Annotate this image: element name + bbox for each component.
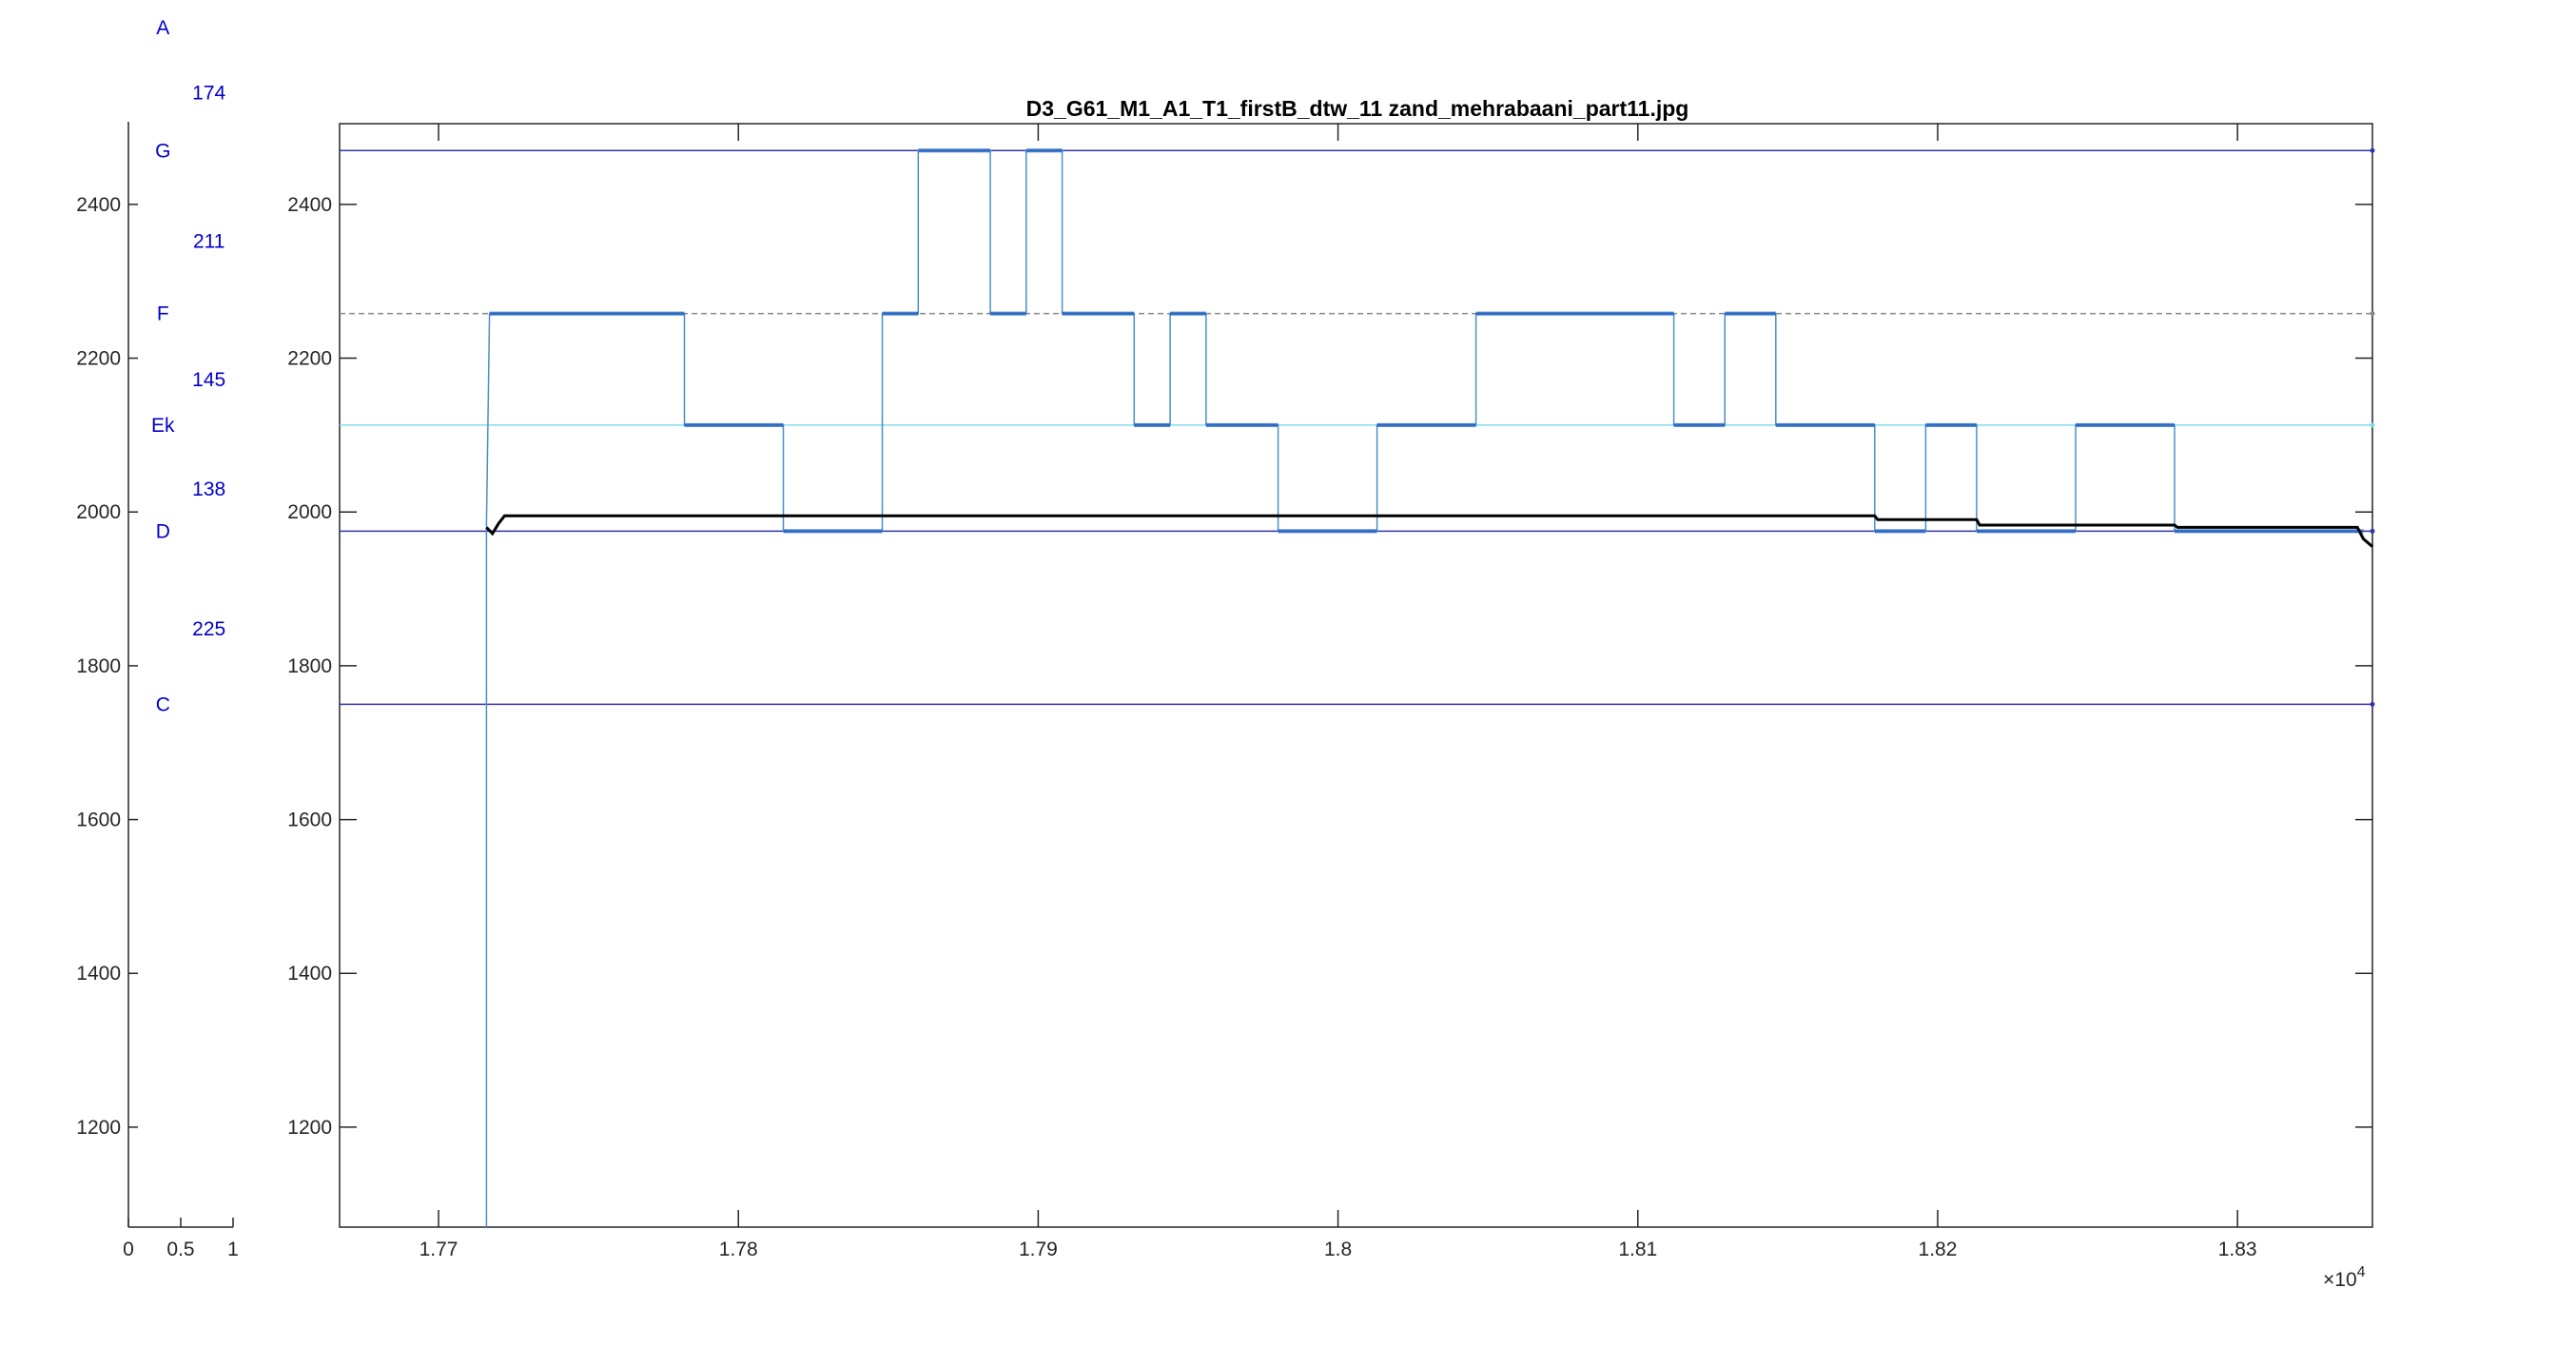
pitch-step-line bbox=[485, 149, 2364, 1227]
left-x-tick-label: 0.5 bbox=[166, 1239, 194, 1260]
main-x-tick-label: 1.82 bbox=[1919, 1239, 1958, 1260]
main-x-tick-label: 1.79 bbox=[1019, 1239, 1058, 1260]
interval-label: 138 bbox=[192, 478, 225, 500]
left-x-tick-label: 1 bbox=[227, 1239, 239, 1260]
main-x-ticks: 1.77 1.78 1.79 1.8 1.81 1.82 1.83 bbox=[420, 124, 2257, 1260]
main-y-tick-label: 1200 bbox=[287, 1117, 332, 1139]
main-x-tick-label: 1.78 bbox=[719, 1239, 758, 1260]
x-exponent-label: ×104 bbox=[2323, 1264, 2366, 1291]
left-y-tick-label: 2200 bbox=[76, 348, 121, 370]
left-y-tick-label: 2000 bbox=[76, 501, 121, 523]
left-y-tick-label: 2400 bbox=[76, 194, 121, 216]
reference-line-end-marker bbox=[2370, 528, 2375, 534]
reference-line-end-marker bbox=[2370, 311, 2375, 317]
left-x-tick-label: 0 bbox=[123, 1239, 134, 1260]
interval-label: 174 bbox=[192, 83, 225, 105]
note-label: C bbox=[156, 693, 170, 715]
main-y-tick-label: 2000 bbox=[287, 501, 332, 523]
pitch-track-axes: D3_G61_M1_A1_T1_firstB_dtw_11 zand_mehra… bbox=[287, 96, 2375, 1291]
reference-line-end-marker bbox=[2370, 147, 2375, 153]
reference-line-end-marker bbox=[2370, 422, 2375, 428]
left-y-tick-label: 1200 bbox=[76, 1117, 121, 1139]
x-exponent-power: 4 bbox=[2357, 1264, 2366, 1280]
interval-labels: 174 211 145 138 225 bbox=[192, 83, 225, 640]
main-x-tick-label: 1.77 bbox=[420, 1239, 459, 1260]
main-y-tick-label: 1400 bbox=[287, 963, 332, 985]
note-label: D bbox=[156, 520, 170, 542]
main-y-tick-label: 1600 bbox=[287, 810, 332, 831]
main-x-tick-label: 1.83 bbox=[2218, 1239, 2257, 1260]
interval-label: 145 bbox=[192, 369, 225, 391]
plot-area-box bbox=[339, 123, 2373, 1228]
pitch-track-line bbox=[485, 514, 2373, 548]
interval-label: 225 bbox=[192, 618, 225, 640]
note-label: A bbox=[156, 17, 169, 39]
main-y-tick-label: 2200 bbox=[287, 348, 332, 370]
main-x-tick-label: 1.8 bbox=[1324, 1239, 1352, 1260]
left-x-ticks: 0 0.5 1 bbox=[123, 1218, 239, 1260]
note-label: Ek bbox=[151, 415, 175, 437]
left-y-tick-label: 1600 bbox=[76, 810, 121, 831]
main-y-tick-label: 1800 bbox=[287, 655, 332, 677]
main-x-tick-label: 1.81 bbox=[1618, 1239, 1657, 1260]
note-label: F bbox=[157, 303, 169, 325]
chart-title: D3_G61_M1_A1_T1_firstB_dtw_11 zand_mehra… bbox=[1026, 96, 1689, 121]
left-y-tick-label: 1400 bbox=[76, 963, 121, 985]
note-labels: A G F Ek D C bbox=[151, 17, 175, 715]
data-series bbox=[485, 148, 2373, 1227]
note-label: G bbox=[155, 140, 170, 162]
reference-lines bbox=[340, 147, 2375, 707]
reference-line-end-marker bbox=[2370, 701, 2375, 707]
left-y-tick-label: 1800 bbox=[76, 655, 121, 677]
main-y-tick-label: 2400 bbox=[287, 194, 332, 216]
left-y-ticks: 1200 1400 1600 1800 2000 2200 2400 bbox=[76, 194, 138, 1139]
interval-label: 211 bbox=[193, 231, 224, 253]
main-y-ticks: 1200 1400 1600 1800 2000 2200 2400 bbox=[287, 194, 2372, 1139]
